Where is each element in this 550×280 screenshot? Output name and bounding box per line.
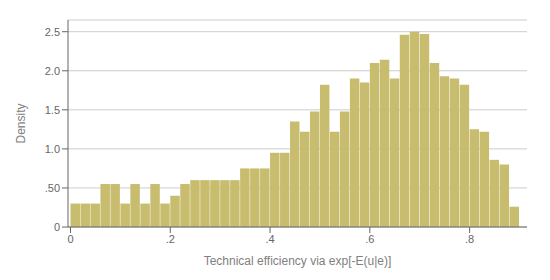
svg-text:1.0: 1.0 xyxy=(45,143,60,155)
svg-text:.4: .4 xyxy=(265,233,274,245)
svg-text:.8: .8 xyxy=(465,233,474,245)
svg-text:Technical efficiency via exp[-: Technical efficiency via exp[-E(u|e)] xyxy=(204,254,392,268)
svg-text:2.0: 2.0 xyxy=(45,65,60,77)
svg-text:.6: .6 xyxy=(365,233,374,245)
svg-text:Density: Density xyxy=(14,103,28,143)
svg-text:0: 0 xyxy=(54,221,60,233)
svg-text:.50: .50 xyxy=(45,182,60,194)
svg-text:1.5: 1.5 xyxy=(45,104,60,116)
svg-text:2.5: 2.5 xyxy=(45,26,60,38)
svg-text:.2: .2 xyxy=(166,233,175,245)
svg-text:0: 0 xyxy=(67,233,73,245)
